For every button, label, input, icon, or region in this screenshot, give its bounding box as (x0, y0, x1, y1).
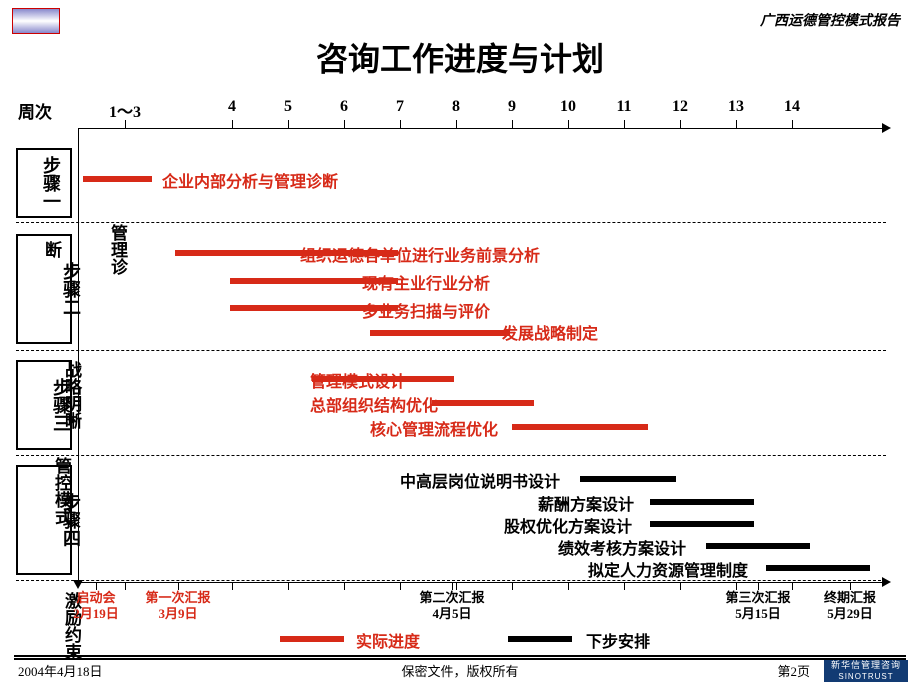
footer-rule-2 (14, 658, 906, 660)
report-title: 广西运德管控模式报告 (760, 10, 900, 30)
milestone-label: 终期汇报5月29日 (808, 590, 892, 622)
legend-actual-bar (280, 636, 344, 642)
tick-top (680, 120, 681, 128)
task-bar (650, 521, 754, 527)
section-divider (16, 580, 886, 581)
task-bar (512, 424, 648, 430)
axis-bottom-arrow (882, 577, 891, 587)
task-label: 现有主业行业分析 (362, 270, 490, 294)
week-11: 11 (600, 98, 648, 116)
week-14: 14 (768, 98, 816, 116)
step-num: 步骤三 (18, 374, 104, 436)
milestone-tick (850, 582, 851, 590)
milestone-tick (178, 582, 179, 590)
task-label: 股权优化方案设计 (504, 513, 632, 537)
footer-page: 第2页 (777, 661, 810, 680)
step-box-2: 步骤二战略明晰 (16, 234, 72, 344)
tick-top (232, 120, 233, 128)
tick-top (792, 120, 793, 128)
tick-bottom (792, 582, 793, 590)
task-label: 多业务扫描与评价 (362, 298, 490, 322)
company-logo (12, 8, 60, 34)
tick-top (400, 120, 401, 128)
week-4: 4 (208, 98, 256, 116)
task-label: 企业内部分析与管理诊断 (162, 168, 338, 192)
brand-cn: 新华信管理咨询 (824, 660, 908, 671)
task-label: 拟定人力资源管理制度 (588, 557, 748, 581)
task-label: 薪酬方案设计 (538, 491, 634, 515)
tick-bottom (456, 582, 457, 590)
tick-bottom (232, 582, 233, 590)
step-box-4: 步骤四激励约束 (16, 465, 72, 575)
axis-top (78, 128, 883, 129)
milestone-label: 启动会2月19日 (54, 590, 138, 622)
tick-top (125, 120, 126, 128)
task-bar (370, 330, 510, 336)
week-9: 9 (488, 98, 536, 116)
step-num: 步骤四 (18, 489, 124, 551)
tick-bottom (344, 582, 345, 590)
week-1～3: 1～3 (101, 98, 149, 122)
legend-next-bar (508, 636, 572, 642)
week-7: 7 (376, 98, 424, 116)
tick-top (512, 120, 513, 128)
task-label: 组织运德各单位进行业务前景分析 (300, 242, 540, 266)
task-bar (432, 400, 534, 406)
axis-top-arrow (882, 123, 891, 133)
slide: 广西运德管控模式报告 咨询工作进度与计划 周次 1～3 456789 10 11 12 1… (0, 0, 920, 690)
task-bar (766, 565, 870, 571)
week-10: 10 (544, 98, 592, 116)
tick-top (344, 120, 345, 128)
step-num: 步骤二 (18, 258, 124, 320)
task-bar (706, 543, 810, 549)
milestone-label: 第一次汇报3月9日 (136, 590, 220, 622)
week-6: 6 (320, 98, 368, 116)
milestone-label: 第二次汇报4月5日 (410, 590, 494, 622)
milestone-label: 第三次汇报5月15日 (716, 590, 800, 622)
legend-actual-label: 实际进度 (356, 628, 420, 652)
week-12: 12 (656, 98, 704, 116)
task-label: 管理模式设计 (310, 368, 406, 392)
week-5: 5 (264, 98, 312, 116)
section-divider (16, 350, 886, 351)
axis-bottom (78, 582, 883, 583)
task-label: 发展战略制定 (502, 320, 598, 344)
tick-top (288, 120, 289, 128)
milestone-tick (452, 582, 453, 590)
task-label: 绩效考核方案设计 (558, 535, 686, 559)
week-13: 13 (712, 98, 760, 116)
tick-bottom (680, 582, 681, 590)
page-title: 咨询工作进度与计划 (0, 34, 920, 80)
milestone-tick (758, 582, 759, 590)
task-label: 总部组织结构优化 (310, 392, 438, 416)
tick-top (568, 120, 569, 128)
tick-bottom (624, 582, 625, 590)
brand-en: SINOTRUST (824, 671, 908, 682)
task-label: 核心管理流程优化 (370, 416, 498, 440)
tick-bottom (736, 582, 737, 590)
legend-next-label: 下步安排 (586, 628, 650, 652)
tick-top (624, 120, 625, 128)
step-box-3: 步骤三管控模式 (16, 360, 72, 450)
tick-top (456, 120, 457, 128)
tick-bottom (288, 582, 289, 590)
week-8: 8 (432, 98, 480, 116)
tick-bottom (125, 582, 126, 590)
step-num: 步骤一 (18, 152, 84, 214)
tick-bottom (512, 582, 513, 590)
tick-bottom (400, 582, 401, 590)
week-axis-label: 周次 (18, 98, 52, 123)
task-bar (83, 176, 152, 182)
task-bar (650, 499, 754, 505)
tick-bottom (568, 582, 569, 590)
step-box-1: 步骤一管理诊断 (16, 148, 72, 218)
task-bar (580, 476, 676, 482)
task-label: 中高层岗位说明书设计 (400, 468, 560, 492)
section-divider (16, 455, 886, 456)
milestone-tick (96, 582, 97, 590)
footer-rule-1 (14, 655, 906, 657)
tick-top (736, 120, 737, 128)
sinotrust-logo: 新华信管理咨询 SINOTRUST (824, 660, 908, 682)
